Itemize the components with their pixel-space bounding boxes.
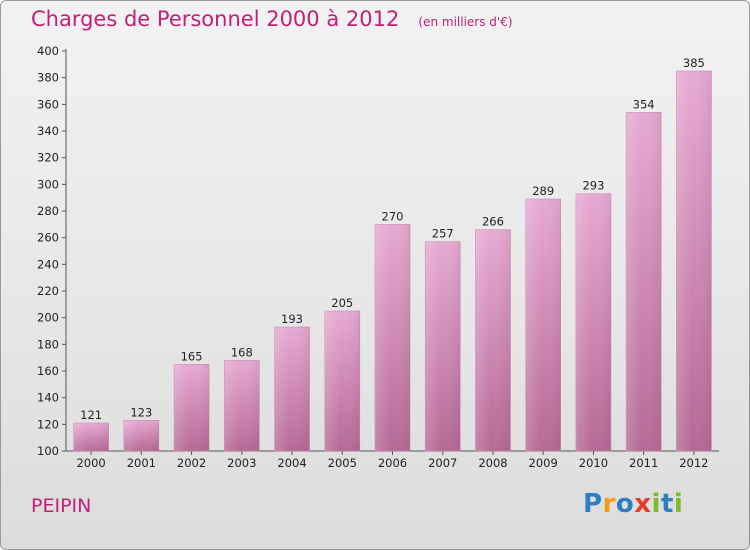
- bar-shade-2001: [123, 420, 159, 451]
- x-tick-label: 2002: [177, 456, 206, 470]
- y-tick-label: 360: [37, 97, 59, 111]
- x-tick-label: 2000: [76, 456, 105, 470]
- value-label: 289: [532, 184, 554, 198]
- bar-shade-2000: [73, 423, 109, 451]
- value-label: 270: [382, 209, 404, 223]
- bar-shade-2010: [575, 193, 611, 451]
- value-label: 205: [331, 296, 353, 310]
- bar-shade-2004: [274, 327, 310, 451]
- bar-shade-2006: [375, 224, 410, 451]
- logo-letter: i: [651, 489, 661, 519]
- y-tick-label: 320: [37, 151, 59, 165]
- value-label: 293: [582, 179, 604, 193]
- value-label: 168: [231, 345, 253, 359]
- chart-title: Charges de Personnel 2000 à 2012 (en mil…: [31, 7, 513, 31]
- y-tick-label: 280: [37, 204, 59, 218]
- value-label: 123: [130, 405, 152, 419]
- value-label: 165: [181, 349, 203, 363]
- x-tick-label: 2007: [428, 456, 457, 470]
- value-label: 193: [281, 312, 303, 326]
- commune-name: PEIPIN: [31, 495, 92, 517]
- chart-unit-text: (en milliers d'€): [418, 15, 513, 29]
- y-tick-label: 380: [37, 71, 59, 85]
- x-tick-label: 2005: [328, 456, 357, 470]
- x-tick-label: 2006: [378, 456, 407, 470]
- y-tick-label: 220: [37, 284, 59, 298]
- x-tick-label: 2012: [679, 456, 708, 470]
- x-tick-label: 2010: [579, 456, 608, 470]
- y-tick-label: 200: [37, 311, 59, 325]
- y-tick-label: 120: [37, 417, 59, 431]
- bar-shade-2002: [174, 364, 210, 451]
- bar-shade-2005: [324, 311, 360, 451]
- bar-shade-2007: [425, 241, 461, 451]
- y-tick-label: 260: [37, 231, 59, 245]
- y-tick-label: 160: [37, 364, 59, 378]
- bar-shade-2008: [475, 229, 511, 451]
- logo-letter: o: [615, 489, 635, 519]
- bar-shade-2012: [676, 71, 712, 451]
- logo-letter: t: [660, 489, 674, 519]
- x-tick-label: 2009: [529, 456, 558, 470]
- x-tick-label: 2004: [277, 456, 306, 470]
- chart-axes: 100 120 140 160 180 200 220 240 260 280 300 320 340 3…: [37, 44, 719, 470]
- chart-bars: [73, 70, 712, 452]
- logo-letter: P: [583, 489, 603, 519]
- bar-shade-2003: [224, 360, 260, 451]
- y-tick-label: 180: [37, 337, 59, 351]
- logo-letter: r: [602, 489, 616, 519]
- x-tick-label: 2001: [127, 456, 156, 470]
- proxiti-logo[interactable]: Proxiti: [583, 489, 683, 519]
- bar-shade-2009: [525, 199, 561, 451]
- chart-value-labels: 121 123 165 168 193 205 270 257 266 289 293 354 385: [80, 56, 705, 422]
- y-tick-label: 240: [37, 257, 59, 271]
- chart-title-text: Charges de Personnel 2000 à 2012: [31, 7, 400, 31]
- logo-letter: x: [634, 489, 652, 519]
- value-label: 354: [633, 97, 655, 111]
- value-label: 257: [432, 227, 454, 241]
- y-tick-label: 400: [37, 44, 59, 58]
- value-label: 385: [683, 56, 705, 70]
- value-label: 121: [80, 408, 102, 422]
- y-tick-label: 140: [37, 391, 59, 405]
- y-tick-label: 100: [37, 444, 59, 458]
- x-tick-label: 2011: [629, 456, 658, 470]
- x-tick-label: 2003: [227, 456, 256, 470]
- value-label: 266: [482, 215, 504, 229]
- y-tick-label: 340: [37, 124, 59, 138]
- logo-letter: i: [673, 489, 684, 519]
- bar-shade-2011: [626, 112, 662, 451]
- x-tick-label: 2008: [478, 456, 507, 470]
- y-tick-label: 300: [37, 177, 59, 191]
